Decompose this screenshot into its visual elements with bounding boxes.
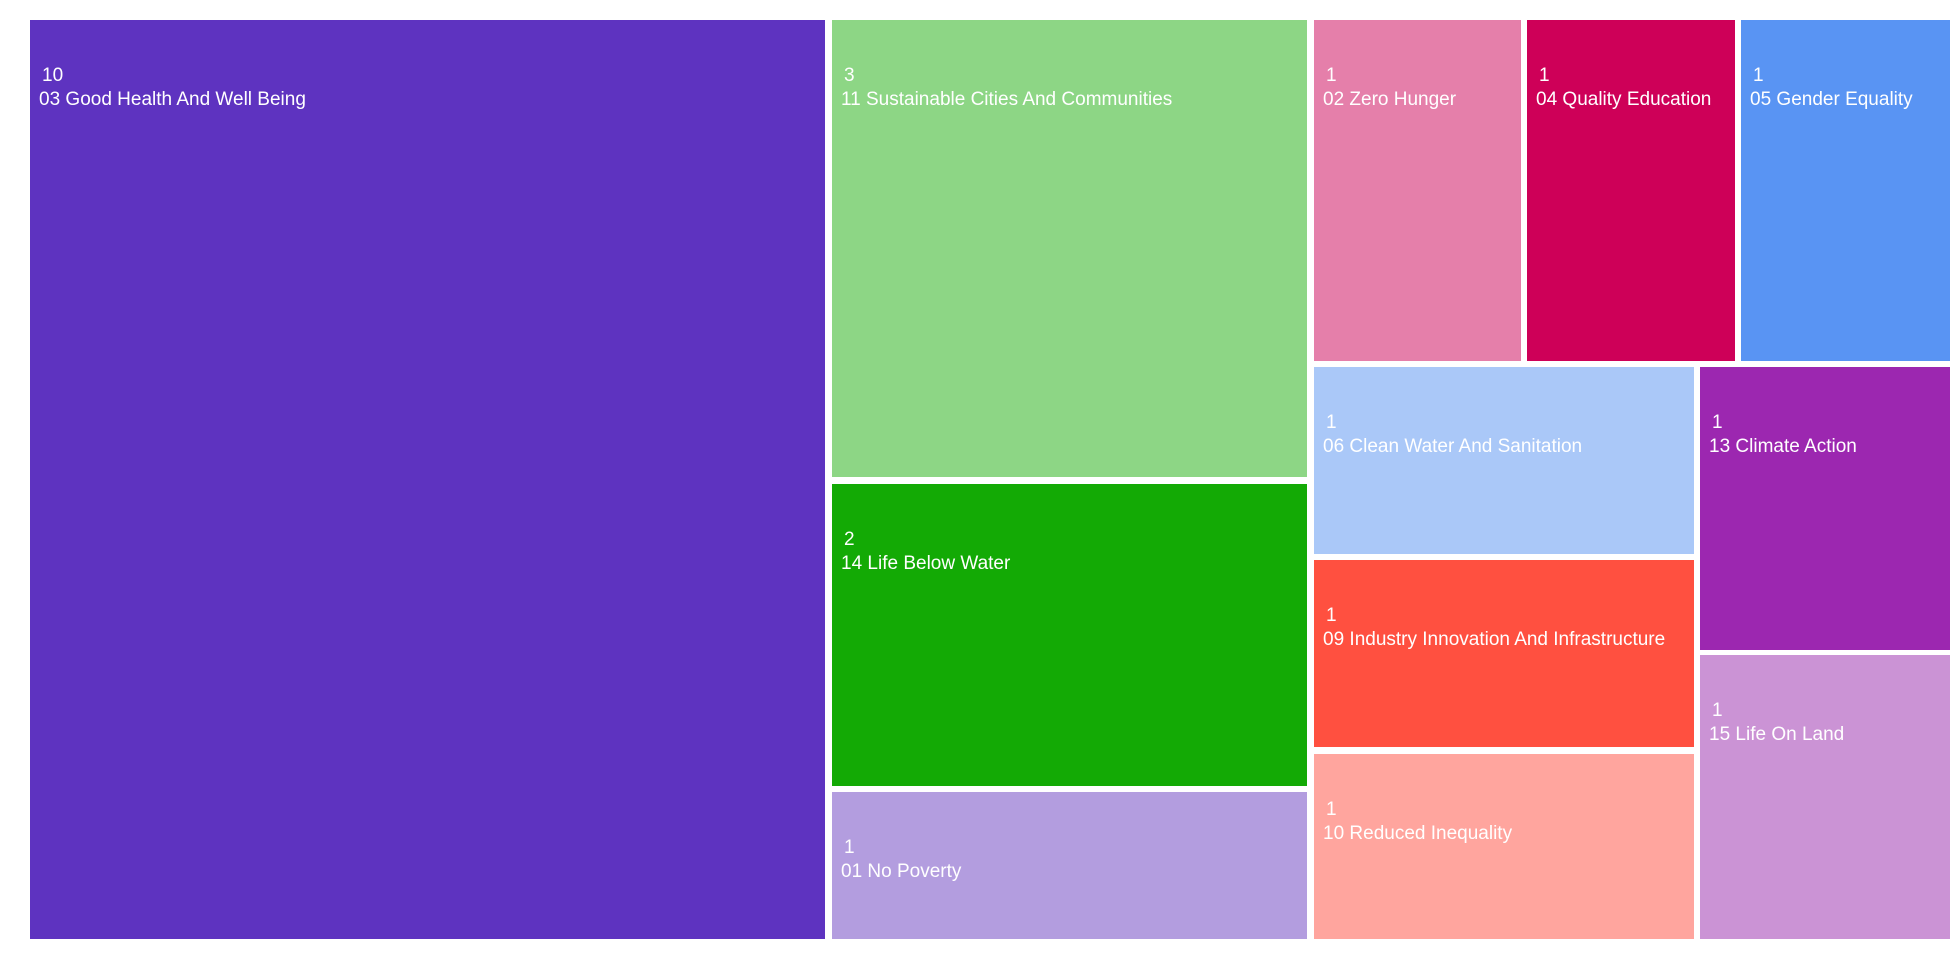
treemap-tile[interactable]: 1 13 Climate Action (1700, 367, 1950, 650)
treemap-tile[interactable]: 3 11 Sustainable Cities And Communities (832, 20, 1307, 477)
tile-value: 10 (42, 65, 64, 86)
treemap-tile[interactable]: 2 14 Life Below Water (832, 484, 1307, 786)
tile-value: 3 (844, 65, 855, 86)
tile-value: 1 (1326, 605, 1337, 626)
treemap-tile[interactable]: 1 01 No Poverty (832, 792, 1307, 939)
tile-value: 1 (1326, 65, 1337, 86)
treemap-tile[interactable]: 1 15 Life On Land (1700, 655, 1950, 939)
tile-value: 1 (1712, 412, 1723, 433)
tile-label: 10 Reduced Inequality (1323, 823, 1513, 844)
tile-value: 2 (844, 529, 855, 550)
treemap-tile[interactable]: 1 04 Quality Education (1527, 20, 1735, 361)
tile-value: 1 (844, 837, 855, 858)
treemap-tile[interactable]: 1 10 Reduced Inequality (1314, 754, 1694, 939)
treemap-tile[interactable]: 1 09 Industry Innovation And Infrastructu… (1314, 560, 1694, 747)
tile-label: 11 Sustainable Cities And Communities (841, 89, 1173, 110)
tile-label: 05 Gender Equality (1750, 89, 1913, 110)
tile-label: 06 Clean Water And Sanitation (1323, 436, 1583, 457)
tile-label: 15 Life On Land (1709, 724, 1845, 745)
tile-label: 04 Quality Education (1536, 89, 1712, 110)
tile-label: 13 Climate Action (1709, 436, 1857, 457)
treemap-tile[interactable]: 1 02 Zero Hunger (1314, 20, 1521, 361)
tile-value: 1 (1326, 412, 1337, 433)
treemap-tile[interactable]: 1 05 Gender Equality (1741, 20, 1950, 361)
tile-value: 1 (1712, 700, 1723, 721)
tile-value: 1 (1326, 799, 1337, 820)
tile-label: 14 Life Below Water (841, 553, 1011, 574)
treemap-tile[interactable]: 10 03 Good Health And Well Being (30, 20, 825, 939)
tile-label: 03 Good Health And Well Being (39, 89, 306, 110)
tile-value: 1 (1753, 65, 1764, 86)
tile-value: 1 (1539, 65, 1550, 86)
tile-label: 01 No Poverty (841, 861, 962, 882)
treemap-tile[interactable]: 1 06 Clean Water And Sanitation (1314, 367, 1694, 554)
tile-label: 09 Industry Innovation And Infrastructur… (1323, 629, 1666, 650)
tile-label: 02 Zero Hunger (1323, 89, 1457, 110)
